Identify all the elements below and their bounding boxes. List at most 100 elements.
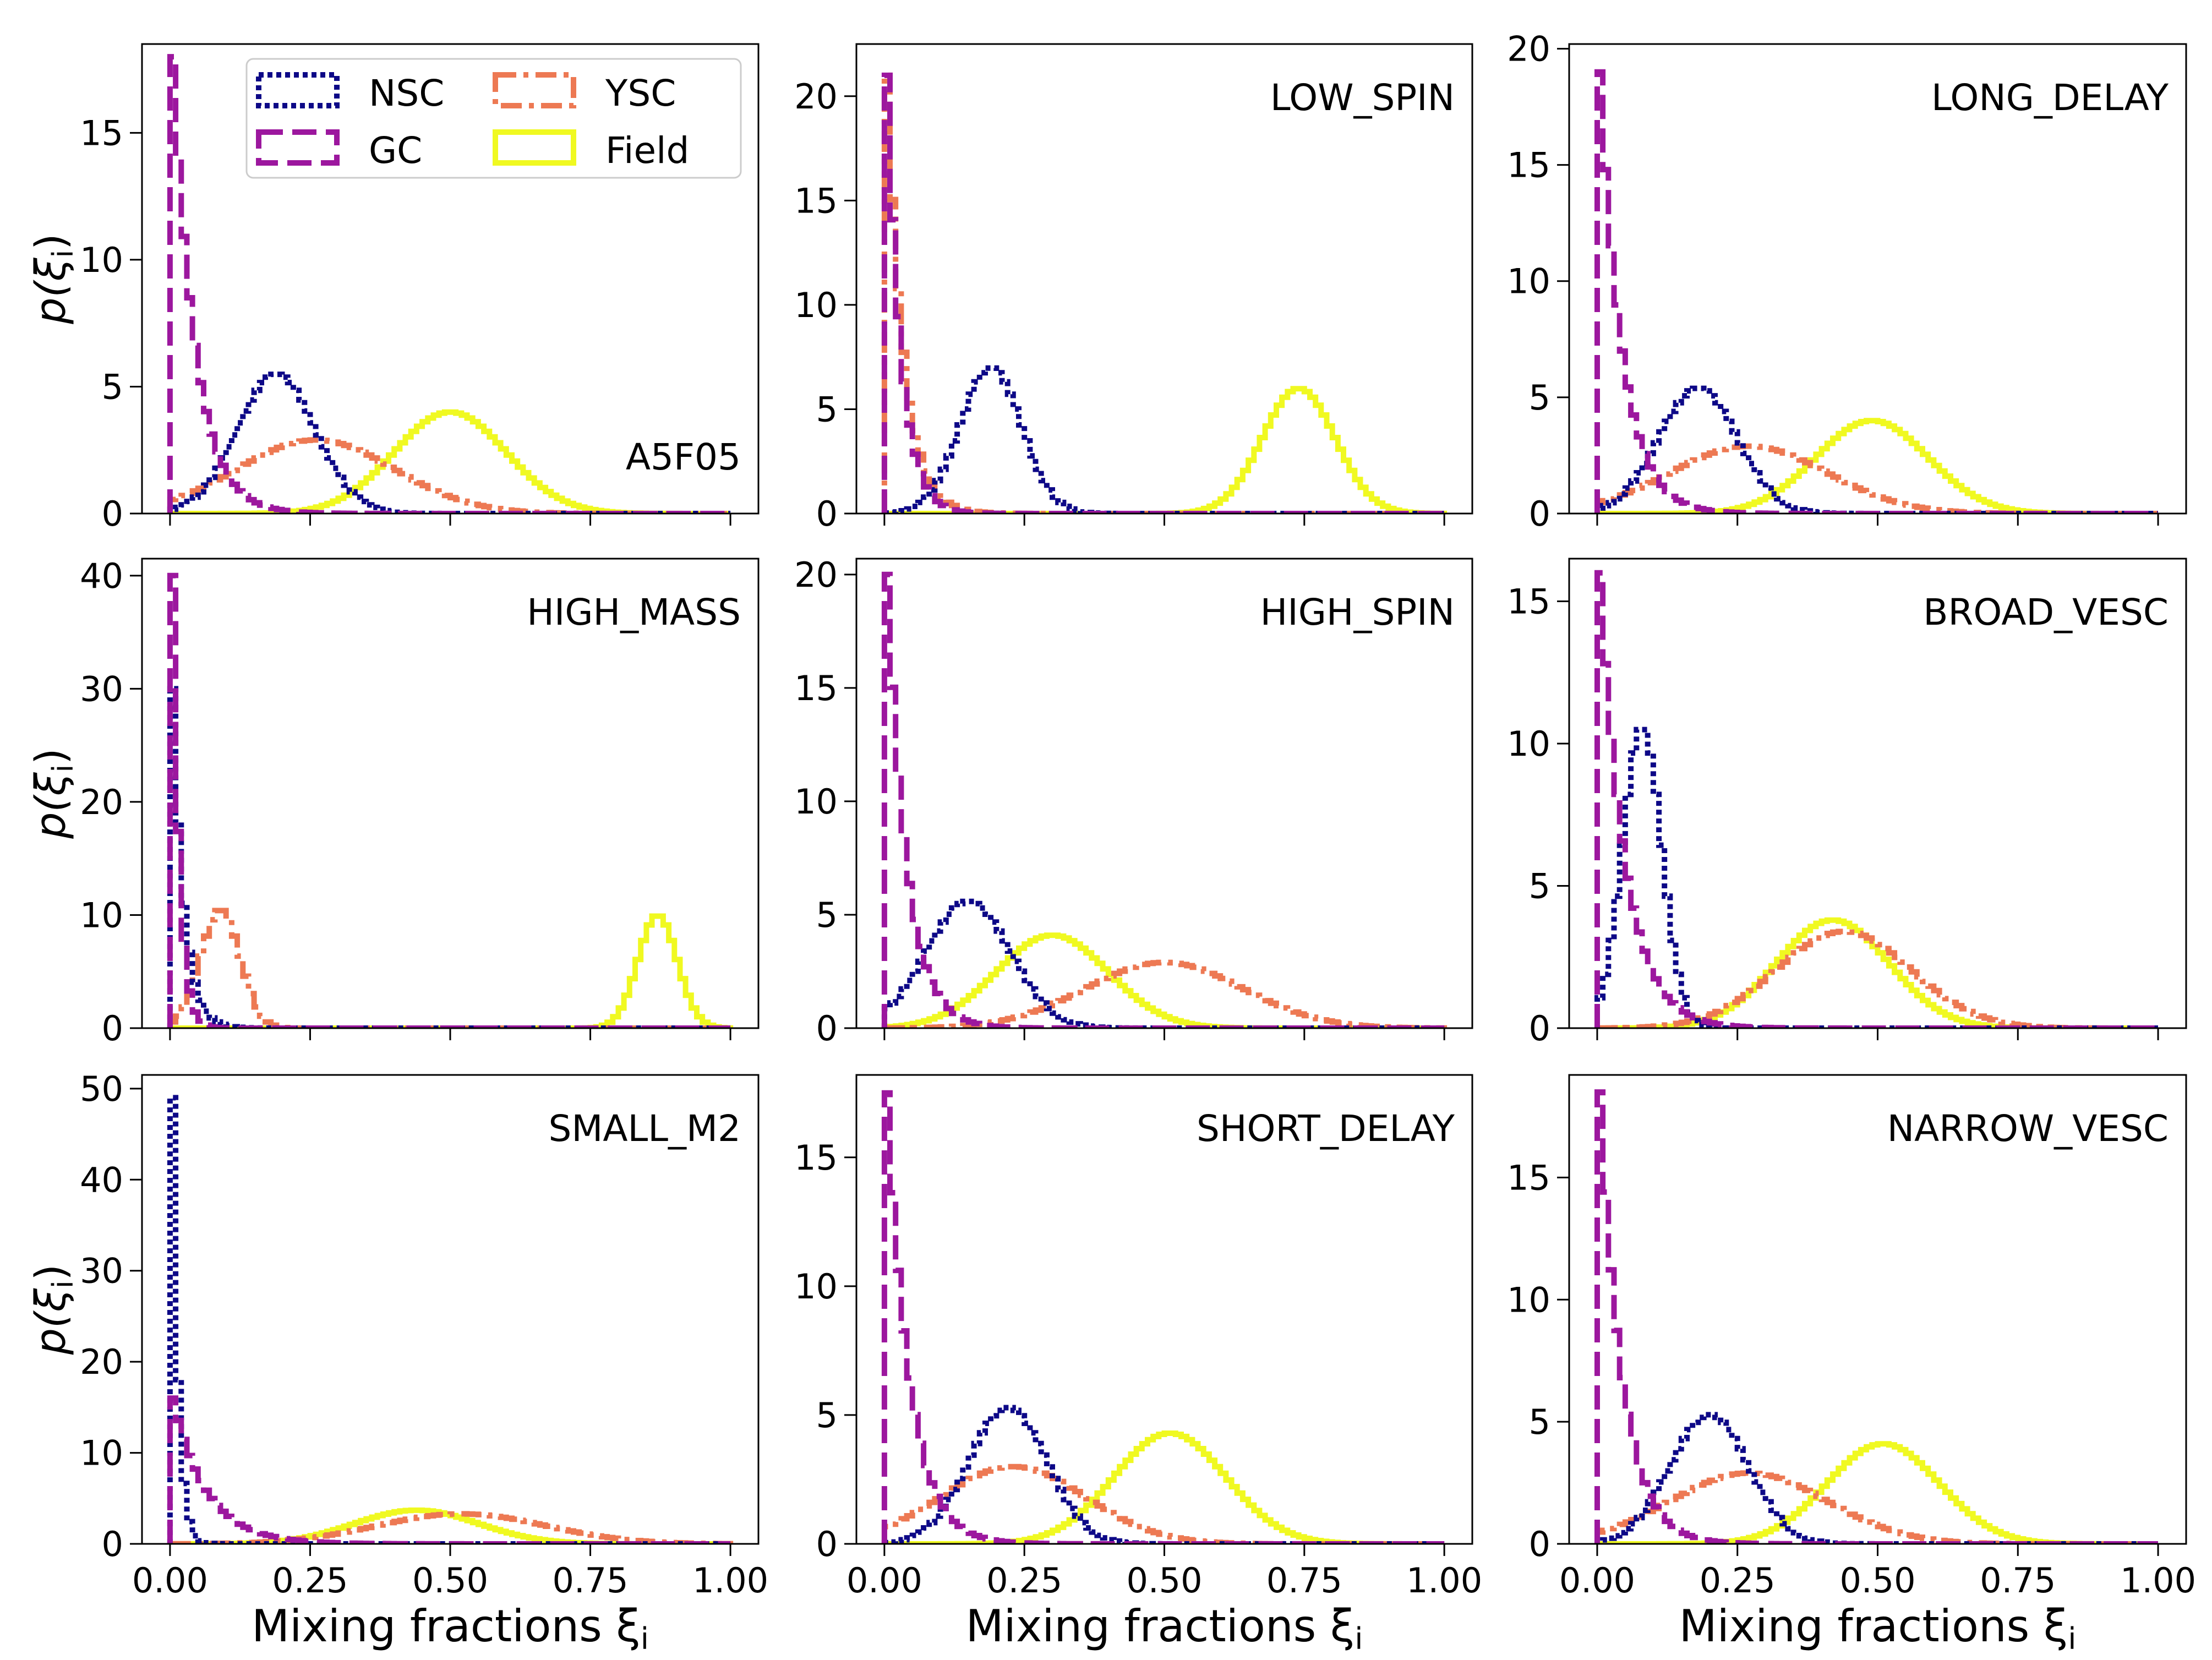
y-tick-label: 15 — [794, 181, 838, 221]
y-tick-label: 0 — [1529, 1524, 1550, 1564]
series-gc — [167, 1395, 731, 1544]
series-gc — [1594, 69, 2158, 514]
x-tick-label: 0.75 — [1266, 1560, 1342, 1601]
series-ysc — [167, 1511, 734, 1544]
panel-high_mass: 0 10 20 30 40 HIGH_MASS p(ξi) — [26, 556, 760, 1049]
x-tick-label: 0.50 — [1126, 1560, 1202, 1601]
panel-label: NARROW_VESC — [1887, 1107, 2169, 1150]
legend-swatch-nsc — [256, 72, 340, 108]
x-axis-label: Mixing fractions ξi — [966, 1601, 1363, 1656]
y-tick-label: 10 — [1507, 724, 1550, 764]
x-tick-label: 0.50 — [1839, 1560, 1915, 1601]
panel-low_spin: 0 5 10 15 20 LOW_SPIN — [794, 43, 1473, 534]
series-nsc — [167, 1095, 731, 1544]
x-tick-label: 1.00 — [2120, 1560, 2196, 1601]
y-tick-label: 15 — [80, 113, 123, 153]
panel-label: LOW_SPIN — [1270, 77, 1455, 119]
y-tick-label: 10 — [794, 782, 838, 822]
panel-long_delay: 0 5 10 15 20 LONG_DELAY — [1507, 29, 2187, 534]
panel-label: A5F05 — [626, 436, 741, 478]
series-gc — [881, 72, 1445, 514]
legend-label-ysc: YSC — [605, 72, 676, 114]
panel-series-group — [881, 1090, 1445, 1544]
y-tick-label: 10 — [1507, 261, 1550, 302]
y-axis-label: p(ξi) — [26, 748, 80, 839]
series-nsc — [881, 898, 1445, 1028]
x-tick-label: 0.25 — [1700, 1560, 1776, 1601]
x-tick-label: 0.75 — [553, 1560, 629, 1601]
series-ysc — [881, 1464, 1445, 1544]
panel-label: SMALL_M2 — [549, 1107, 741, 1150]
y-tick-label: 15 — [794, 1138, 838, 1178]
y-tick-label: 5 — [816, 1395, 838, 1435]
y-tick-label: 20 — [80, 1342, 123, 1382]
legend: NSC GC YSC Field — [245, 58, 742, 179]
series-field — [884, 1430, 1445, 1544]
y-tick-label: 0 — [816, 1008, 838, 1049]
series-gc — [1594, 1089, 2158, 1544]
y-tick-label: 10 — [1507, 1280, 1550, 1320]
y-tick-label: 0 — [102, 1008, 123, 1049]
y-tick-label: 20 — [80, 782, 123, 822]
y-tick-label: 5 — [1529, 1402, 1550, 1442]
legend-swatch-ysc — [493, 72, 576, 108]
panel-series-group — [881, 571, 1448, 1028]
panel-label: SHORT_DELAY — [1197, 1107, 1455, 1150]
y-tick-label: 10 — [80, 895, 123, 935]
legend-swatch-gc — [256, 129, 340, 166]
y-tick-label: 5 — [102, 367, 123, 407]
x-tick-label: 0.00 — [132, 1560, 208, 1601]
y-tick-label: 15 — [1507, 1157, 1550, 1198]
panel-series-group — [167, 572, 734, 1028]
panel-label: LONG_DELAY — [1931, 77, 2169, 119]
series-ysc — [881, 72, 1445, 514]
panel-series-group — [1594, 570, 2158, 1028]
y-tick-label: 15 — [794, 668, 838, 708]
y-tick-label: 50 — [80, 1069, 123, 1109]
panel-label: BROAD_VESC — [1923, 591, 2169, 634]
series-gc — [167, 572, 731, 1028]
x-tick-label: 0.25 — [272, 1560, 348, 1601]
panel-series-group — [167, 1095, 734, 1544]
series-field — [884, 386, 1448, 514]
x-axis-label: Mixing fractions ξi — [1679, 1601, 2077, 1656]
y-tick-label: 0 — [102, 1524, 123, 1564]
y-tick-label: 0 — [1529, 494, 1550, 534]
legend-label-nsc: NSC — [369, 72, 444, 114]
y-tick-label: 10 — [794, 285, 838, 325]
series-nsc — [167, 372, 731, 514]
y-tick-label: 30 — [80, 1251, 123, 1291]
x-tick-label: 0.00 — [846, 1560, 922, 1601]
y-tick-label: 5 — [816, 389, 838, 429]
panel-label: HIGH_MASS — [527, 591, 741, 634]
x-tick-label: 0.50 — [412, 1560, 488, 1601]
legend-swatch-field — [493, 129, 576, 166]
panel-narrow_vesc: 0 5 10 15 0.00 0.25 0.50 0.75 1.00 NARROW_VESC Mix… — [1507, 1074, 2196, 1656]
panel-small_m2: 0 10 20 30 40 50 0.00 0.25 0.50 0.75 1.00 SMALL_M2p… — [26, 1069, 768, 1656]
panel-short_delay: 0 5 10 15 0.00 0.25 0.50 0.75 1.00 SHORT_DELAY Mix… — [794, 1074, 1482, 1656]
y-tick-label: 5 — [1529, 866, 1550, 907]
y-tick-label: 0 — [102, 494, 123, 534]
y-tick-label: 5 — [816, 895, 838, 935]
legend-label-field: Field — [605, 129, 689, 172]
series-gc — [1594, 570, 2158, 1028]
y-tick-label: 5 — [1529, 378, 1550, 418]
panel-high_spin: 0 5 10 15 20 HIGH_SPIN — [794, 555, 1473, 1049]
x-tick-label: 1.00 — [692, 1560, 768, 1601]
panel-series-group — [167, 54, 731, 514]
y-tick-label: 20 — [794, 555, 838, 595]
y-tick-label: 40 — [80, 556, 123, 596]
x-tick-label: 1.00 — [1406, 1560, 1482, 1601]
series-nsc — [1594, 727, 2158, 1028]
legend-frame — [245, 58, 742, 179]
panel-series-group — [881, 72, 1448, 514]
series-gc — [167, 54, 731, 514]
y-tick-label: 20 — [1507, 29, 1550, 69]
panel-broad_vesc: 0 5 10 15 BROAD_VESC — [1507, 558, 2187, 1049]
y-axis-label: p(ξi) — [26, 233, 80, 324]
series-nsc — [1594, 385, 2158, 514]
y-tick-label: 0 — [1529, 1008, 1550, 1049]
y-tick-label: 30 — [80, 669, 123, 709]
y-tick-label: 10 — [80, 1433, 123, 1473]
